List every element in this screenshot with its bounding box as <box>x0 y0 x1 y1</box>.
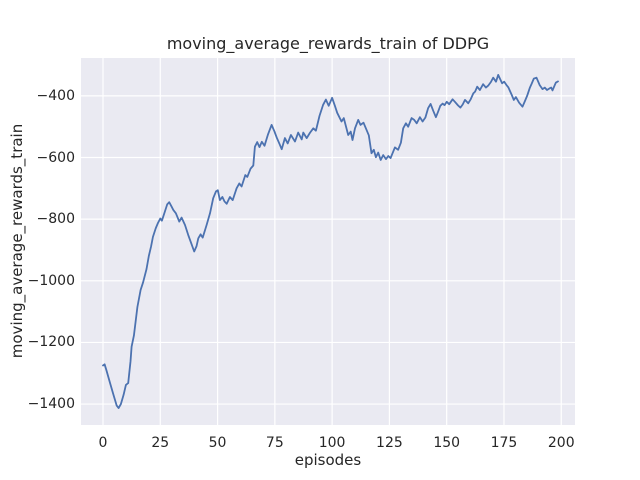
x-tick-label: 0 <box>98 435 108 451</box>
x-tick-label: 175 <box>490 435 518 451</box>
x-tick-label: 25 <box>151 435 170 451</box>
y-tick-label: −1400 <box>27 396 75 413</box>
x-tick-label: 125 <box>376 435 403 451</box>
y-tick-label: −1200 <box>27 334 75 351</box>
x-tick-label: 100 <box>318 435 346 451</box>
x-tick-label: 50 <box>208 435 227 451</box>
data-line-moving_average_rewards_train <box>102 74 559 410</box>
y-tick-label: −600 <box>36 149 75 166</box>
x-tick-label: 200 <box>547 435 575 451</box>
axes-background <box>81 58 575 425</box>
y-tick-label: −800 <box>36 211 75 228</box>
y-tick-label: −1000 <box>27 272 75 289</box>
y-tick-label: −400 <box>36 87 75 104</box>
x-axis-label: episodes <box>294 451 362 469</box>
x-tick-label: 75 <box>265 435 284 451</box>
y-axis-label: moving_average_rewards_train <box>8 123 26 359</box>
chart-title: moving_average_rewards_train of DDPG <box>166 34 490 53</box>
x-tick-label: 150 <box>433 435 461 451</box>
